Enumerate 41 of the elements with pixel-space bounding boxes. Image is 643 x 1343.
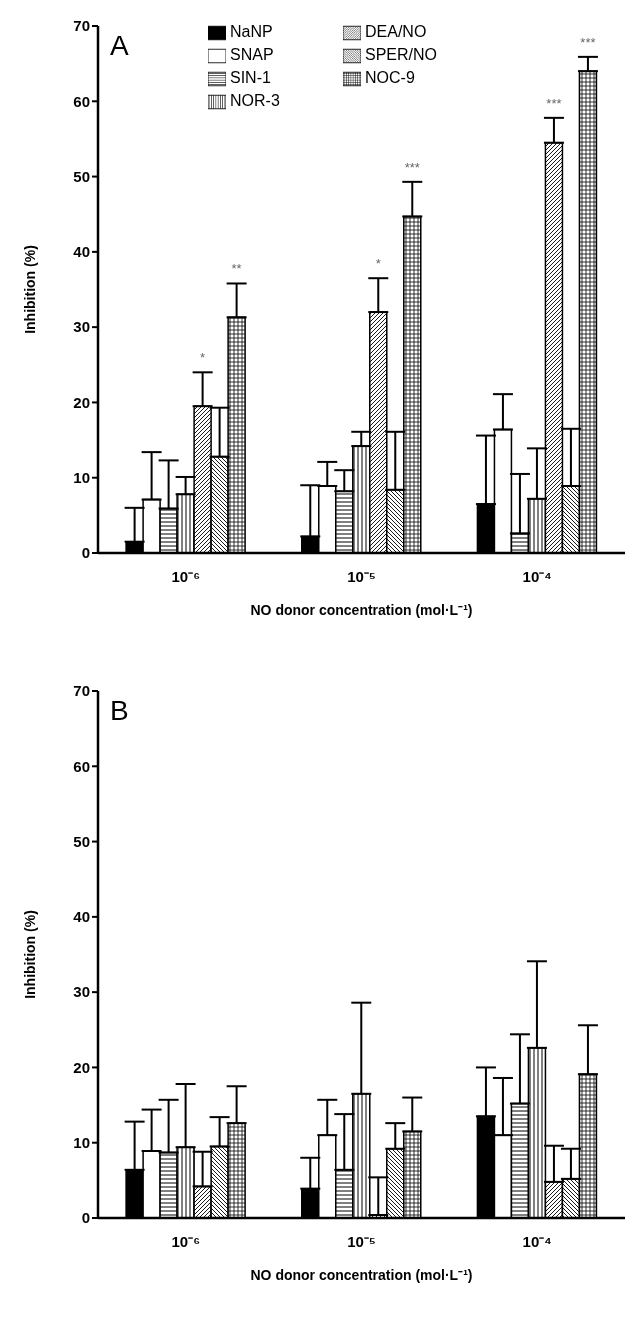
y-tick-label: 20 <box>73 1058 90 1076</box>
y-tick-label: 0 <box>81 1209 90 1227</box>
y-tick-label: 50 <box>73 167 90 185</box>
annotation: ** <box>231 261 242 277</box>
legend-label: SPER/NO <box>365 46 438 63</box>
chart-title: B <box>110 695 129 727</box>
annotation: *** <box>580 34 596 50</box>
legend-label: NOR-3 <box>230 92 280 109</box>
y-tick-label: 10 <box>73 469 90 487</box>
annotation: *** <box>404 159 420 175</box>
x-tick-label: 10⁻⁵ <box>347 1232 376 1250</box>
annotation: * <box>200 350 206 366</box>
legend-label: NOC-9 <box>365 69 415 86</box>
y-tick-label: 70 <box>73 682 90 700</box>
legend-label: SIN-1 <box>230 69 271 86</box>
y-tick-label: 10 <box>73 1134 90 1152</box>
x-tick-label: 10⁻⁴ <box>522 1232 552 1250</box>
x-tick-label: 10⁻⁵ <box>347 567 376 585</box>
x-axis-title: NO donor concentration (mol·L⁻¹) <box>250 1267 473 1283</box>
x-tick-label: 10⁻⁶ <box>171 567 201 585</box>
x-tick-label: 10⁻⁶ <box>171 1232 201 1250</box>
x-axis-title: NO donor concentration (mol·L⁻¹) <box>250 602 473 618</box>
legend-label: DEA/NO <box>365 23 427 40</box>
y-tick-label: 40 <box>73 243 90 261</box>
y-tick-label: 50 <box>73 832 90 850</box>
chart-title: A <box>110 30 129 62</box>
y-axis-title: Inhibition (%) <box>21 245 38 334</box>
annotation: *** <box>546 95 562 111</box>
x-tick-label: 10⁻⁴ <box>522 567 552 585</box>
annotation: * <box>375 256 381 272</box>
legend-label: SNAP <box>230 46 274 63</box>
y-tick-label: 70 <box>73 17 90 35</box>
y-axis-title: Inhibition (%) <box>21 910 38 999</box>
y-tick-label: 20 <box>73 393 90 411</box>
y-tick-label: 60 <box>73 757 90 775</box>
y-tick-label: 30 <box>73 983 90 1001</box>
y-tick-label: 60 <box>73 92 90 110</box>
y-tick-label: 40 <box>73 908 90 926</box>
y-tick-label: 0 <box>81 544 90 562</box>
y-tick-label: 30 <box>73 318 90 336</box>
legend-label: NaNP <box>230 23 273 40</box>
